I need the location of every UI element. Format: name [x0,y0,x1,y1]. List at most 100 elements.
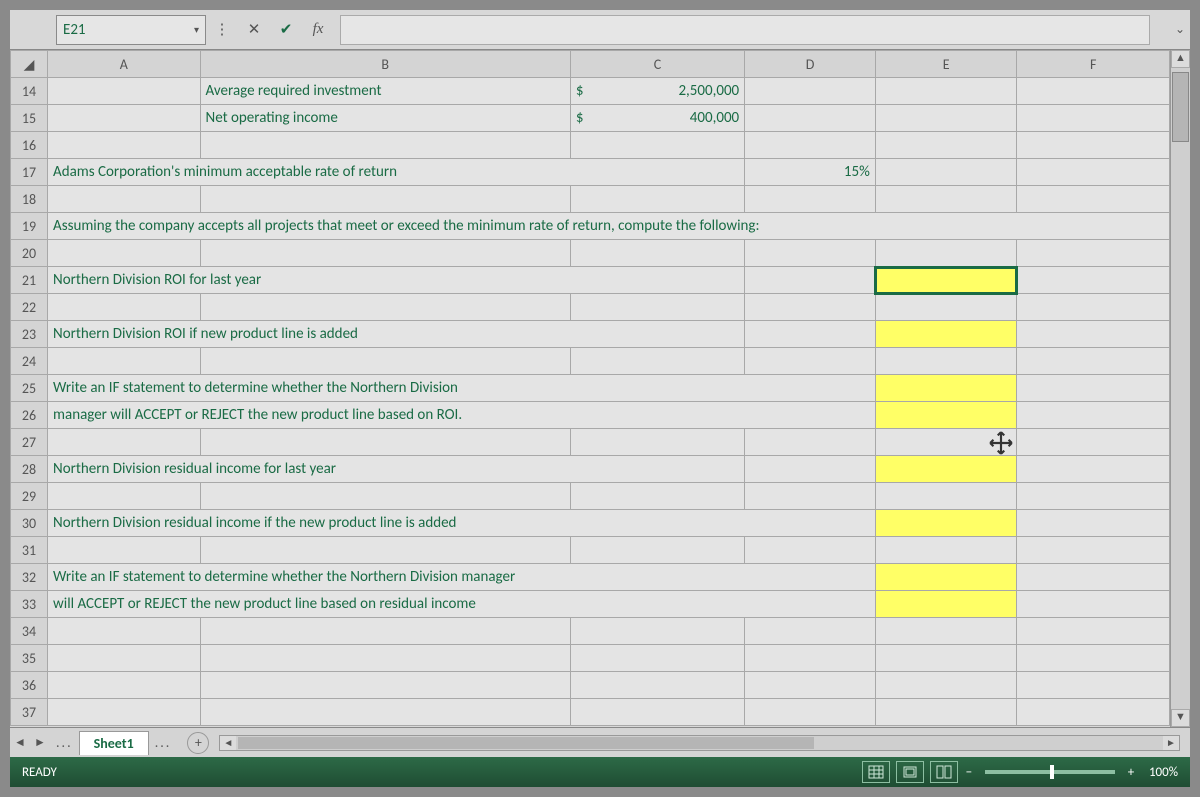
cell[interactable]: will ACCEPT or REJECT the new product li… [48,591,876,618]
select-all-corner[interactable]: ◢ [11,51,48,78]
cell[interactable]: Net operating income [200,105,570,132]
col-header-A[interactable]: A [48,51,201,78]
add-sheet-button[interactable]: + [187,732,209,754]
cell[interactable] [745,105,876,132]
cell[interactable] [48,78,201,105]
hscroll-right-icon[interactable]: ► [1163,736,1179,750]
cell[interactable] [1017,375,1170,402]
cell[interactable] [200,348,570,375]
row-header[interactable]: 14 [11,78,48,105]
cell[interactable]: Average required investment [200,78,570,105]
cell-E26[interactable] [875,402,1017,429]
cell[interactable] [570,186,744,213]
cell[interactable] [570,483,744,510]
cell[interactable]: Adams Corporation's minimum acceptable r… [48,159,745,186]
cell[interactable] [570,429,744,456]
row-header[interactable]: 19 [11,213,48,240]
row-header[interactable]: 36 [11,672,48,699]
cell[interactable] [1017,348,1170,375]
cell[interactable]: Northern Division ROI if new product lin… [48,321,745,348]
accept-formula-icon[interactable]: ✔ [272,16,300,44]
scroll-up-icon[interactable]: ▲ [1171,50,1190,68]
cell[interactable] [875,483,1017,510]
col-header-E[interactable]: E [875,51,1017,78]
cell[interactable] [48,672,201,699]
cell[interactable] [1017,429,1170,456]
cell-E30[interactable] [875,510,1017,537]
zoom-in-button[interactable]: + [1123,765,1139,780]
cell-E32[interactable] [875,564,1017,591]
cell[interactable] [745,321,876,348]
cell[interactable] [570,645,744,672]
cell[interactable] [745,483,876,510]
cell[interactable] [48,105,201,132]
cell[interactable] [1017,132,1170,159]
row-header[interactable]: 22 [11,294,48,321]
cell[interactable] [570,240,744,267]
cell[interactable]: Northern Division ROI for last year [48,267,745,294]
row-header[interactable]: 32 [11,564,48,591]
col-header-D[interactable]: D [745,51,876,78]
cell[interactable] [200,429,570,456]
cell[interactable] [745,240,876,267]
cell[interactable] [1017,456,1170,483]
tab-nav-next-icon[interactable]: ► [30,735,50,750]
row-header[interactable]: 29 [11,483,48,510]
cell[interactable] [875,429,1017,456]
formula-input[interactable] [340,15,1150,45]
zoom-level[interactable]: 100% [1149,765,1178,780]
cell[interactable] [875,672,1017,699]
cell[interactable] [745,618,876,645]
cell[interactable] [745,267,876,294]
cell[interactable] [570,699,744,726]
cell[interactable] [745,645,876,672]
cell[interactable] [48,699,201,726]
cell[interactable] [48,348,201,375]
row-header[interactable]: 37 [11,699,48,726]
cell[interactable] [200,699,570,726]
cell[interactable] [48,186,201,213]
cell[interactable] [875,294,1017,321]
cancel-formula-icon[interactable]: ✕ [240,16,268,44]
row-header[interactable]: 18 [11,186,48,213]
cell[interactable] [1017,672,1170,699]
cell[interactable] [570,537,744,564]
view-page-break-icon[interactable] [930,761,958,783]
row-header[interactable]: 23 [11,321,48,348]
cell[interactable] [200,537,570,564]
cell[interactable] [200,240,570,267]
hscroll-left-icon[interactable]: ◄ [220,736,236,750]
formula-menu-icon[interactable]: ⋮ [208,16,236,44]
name-box[interactable]: E21 ▾ [56,15,206,45]
row-header[interactable]: 31 [11,537,48,564]
cell[interactable]: Write an IF statement to determine wheth… [48,564,876,591]
cell[interactable] [48,537,201,564]
cell[interactable] [48,618,201,645]
cell[interactable] [200,132,570,159]
scroll-thumb[interactable] [1172,72,1189,142]
cell[interactable] [48,483,201,510]
cell[interactable] [1017,294,1170,321]
row-header[interactable]: 27 [11,429,48,456]
scroll-track[interactable] [1171,68,1190,709]
cell[interactable] [875,348,1017,375]
tab-more-icon[interactable]: ... [149,734,178,751]
cell[interactable] [745,294,876,321]
name-box-dropdown-icon[interactable]: ▾ [194,23,199,36]
cell[interactable] [1017,402,1170,429]
cell[interactable] [875,537,1017,564]
cell[interactable] [875,645,1017,672]
cell[interactable] [875,240,1017,267]
cell[interactable] [1017,105,1170,132]
cell[interactable] [1017,321,1170,348]
cell[interactable]: $400,000 [570,105,744,132]
row-header[interactable]: 33 [11,591,48,618]
cell[interactable] [200,645,570,672]
cell[interactable] [1017,267,1170,294]
cell[interactable] [1017,537,1170,564]
cell[interactable] [875,186,1017,213]
cell[interactable] [875,78,1017,105]
cell[interactable] [48,645,201,672]
hscroll-thumb[interactable] [238,737,813,749]
tab-nav-more-icon[interactable]: ... [50,734,79,751]
